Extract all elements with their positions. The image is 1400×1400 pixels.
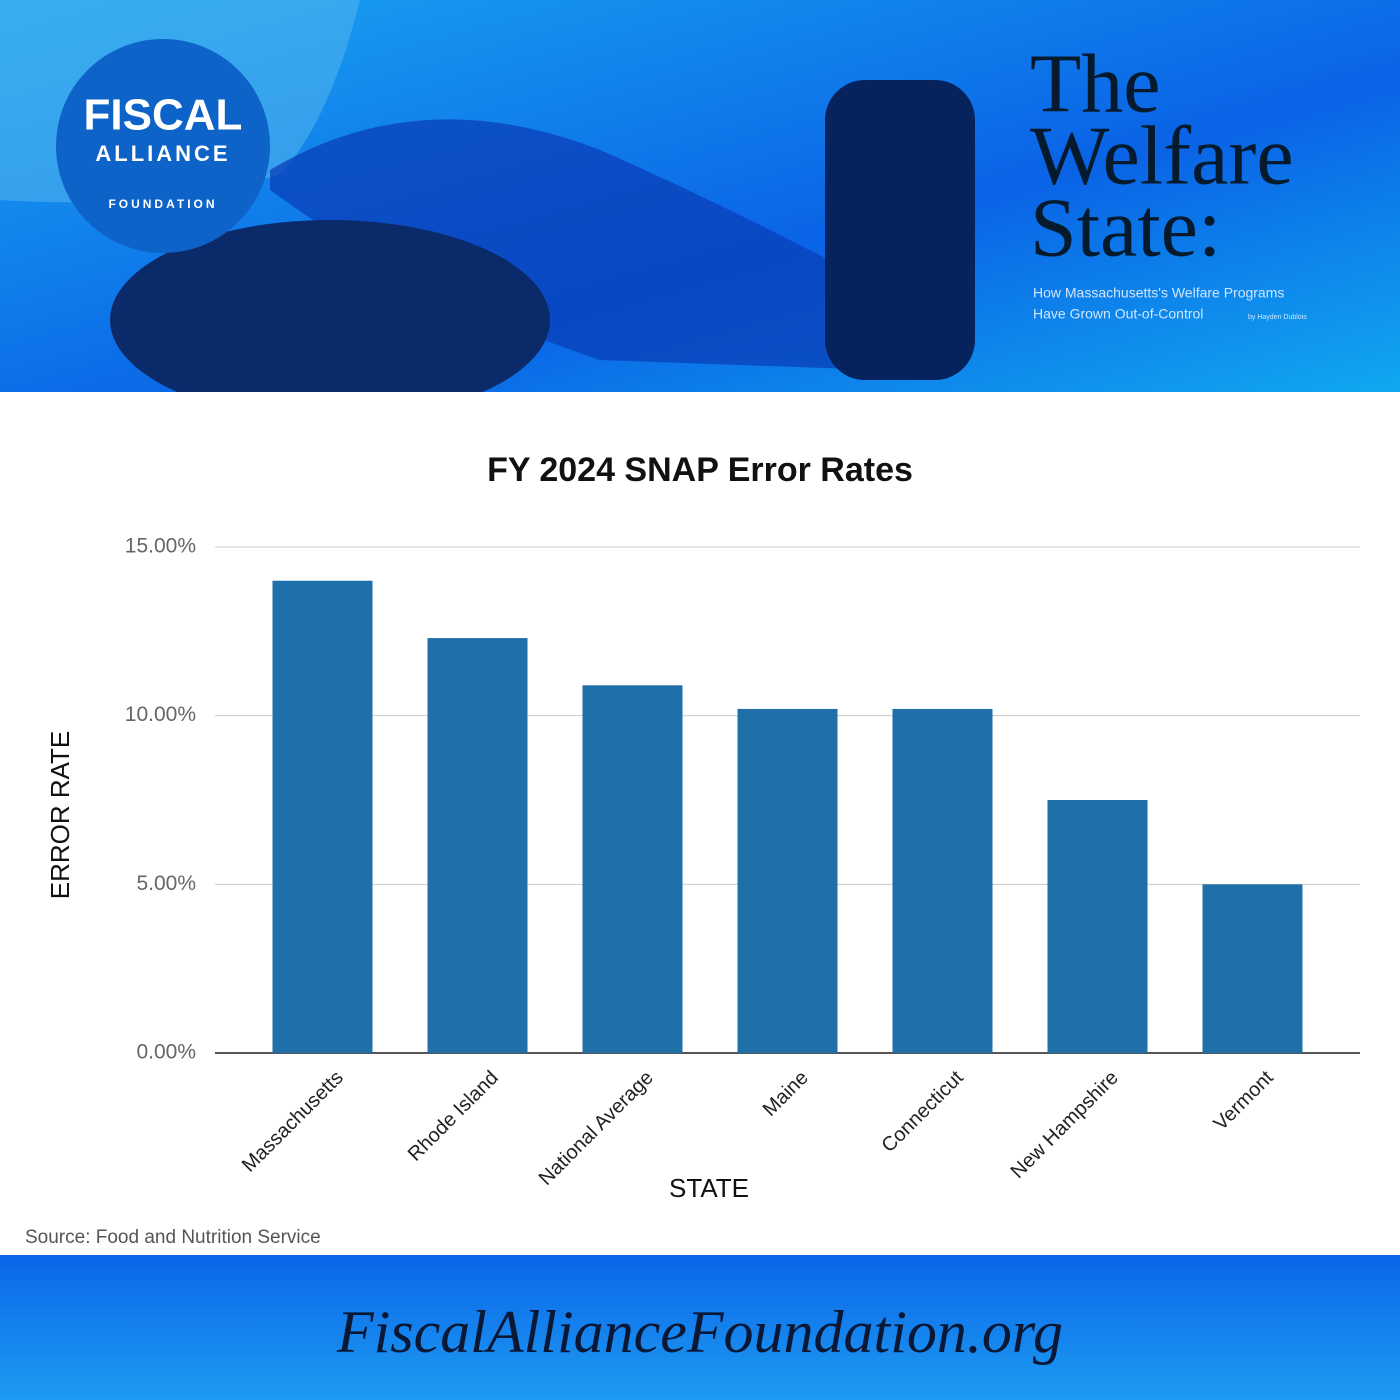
bar xyxy=(1202,884,1303,1053)
broccoli xyxy=(110,220,550,420)
chart-panel xyxy=(0,392,1400,1255)
subtitle: How Massachusetts's Welfare Programs xyxy=(1033,285,1284,301)
logo-text: FISCAL xyxy=(84,91,243,140)
website: FiscalAllianceFoundation.org xyxy=(336,1299,1063,1365)
hand xyxy=(270,119,942,370)
bar xyxy=(737,708,838,1053)
bottle xyxy=(825,80,975,380)
bar xyxy=(892,708,993,1053)
logo-text: FOUNDATION xyxy=(108,197,217,211)
source: Source: Food and Nutrition Service xyxy=(25,1227,321,1248)
byline: by Hayden Dublois xyxy=(1248,314,1307,321)
logo-text: ALLIANCE xyxy=(95,141,230,166)
bar xyxy=(427,638,528,1053)
y-tick-label: 15.00% xyxy=(125,535,196,558)
y-tick-label: 10.00% xyxy=(125,703,196,726)
x-axis-label: STATE xyxy=(669,1173,749,1203)
title-line: State: xyxy=(1030,181,1221,274)
y-axis-label: ERROR RATE xyxy=(45,731,75,900)
y-tick-label: 5.00% xyxy=(136,872,196,895)
chart-title: FY 2024 SNAP Error Rates xyxy=(487,451,913,489)
bar xyxy=(582,685,683,1053)
title-line: Welfare xyxy=(1030,109,1294,202)
y-tick-label: 0.00% xyxy=(136,1041,196,1064)
bar xyxy=(1047,800,1148,1053)
title-line: The xyxy=(1030,37,1161,130)
logo-circle xyxy=(56,39,270,253)
footer-band xyxy=(0,1255,1400,1400)
bar xyxy=(272,580,373,1053)
subtitle: Have Grown Out-of-Control xyxy=(1033,306,1203,322)
